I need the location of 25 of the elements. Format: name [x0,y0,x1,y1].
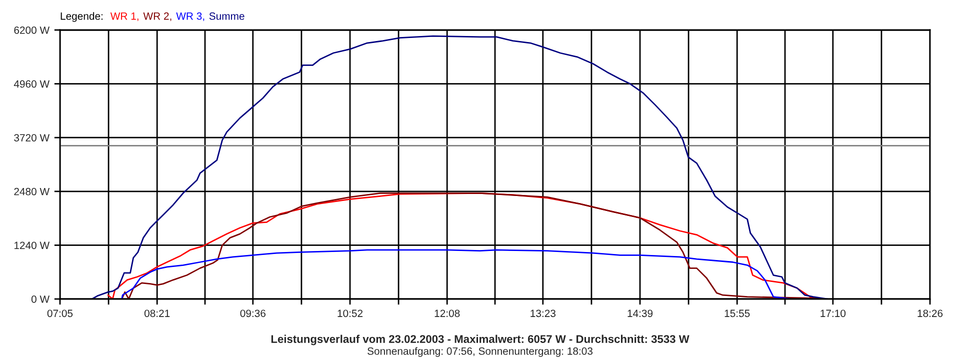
line-series [121,249,791,299]
y-tick-label: 3720 W [14,134,50,142]
x-tick-label: 17:10 [820,310,846,318]
x-tick-label: 10:52 [338,310,363,318]
y-tick-label: 2480 W [14,188,50,196]
text: Sonnenaufgang: 07:56, Sonnenuntergang: 18:03 [368,347,592,357]
y-tick-label: 1240 W [14,242,50,250]
x-tick-label: 08:21 [144,310,170,318]
legend-title: Legende: [60,12,102,22]
x-tick-label: 12:08 [434,310,460,318]
x-tick-label: 07:05 [47,310,73,318]
text: Leistungsverlauf vom 23.02.2003 - Maximalwert: 6057 W - Durchschnitt: 3533 W [271,334,690,346]
x-tick-label: 13:23 [530,310,556,318]
y-tick-label: 4960 W [14,80,50,88]
text: WR 3, [176,12,204,22]
text: WR 1, [110,12,138,22]
x-tick-label: 18:26 [918,310,943,318]
x-tick-label: 15:55 [724,310,750,318]
x-tick-label: 09:36 [240,310,266,318]
text: WR 2, [143,12,172,22]
line-series [91,35,828,299]
text: Summe [209,12,244,20]
y-tick-label: 0 W [31,296,50,303]
x-tick-label: 14:39 [628,310,653,318]
y-tick-label: 6200 W [14,26,50,34]
